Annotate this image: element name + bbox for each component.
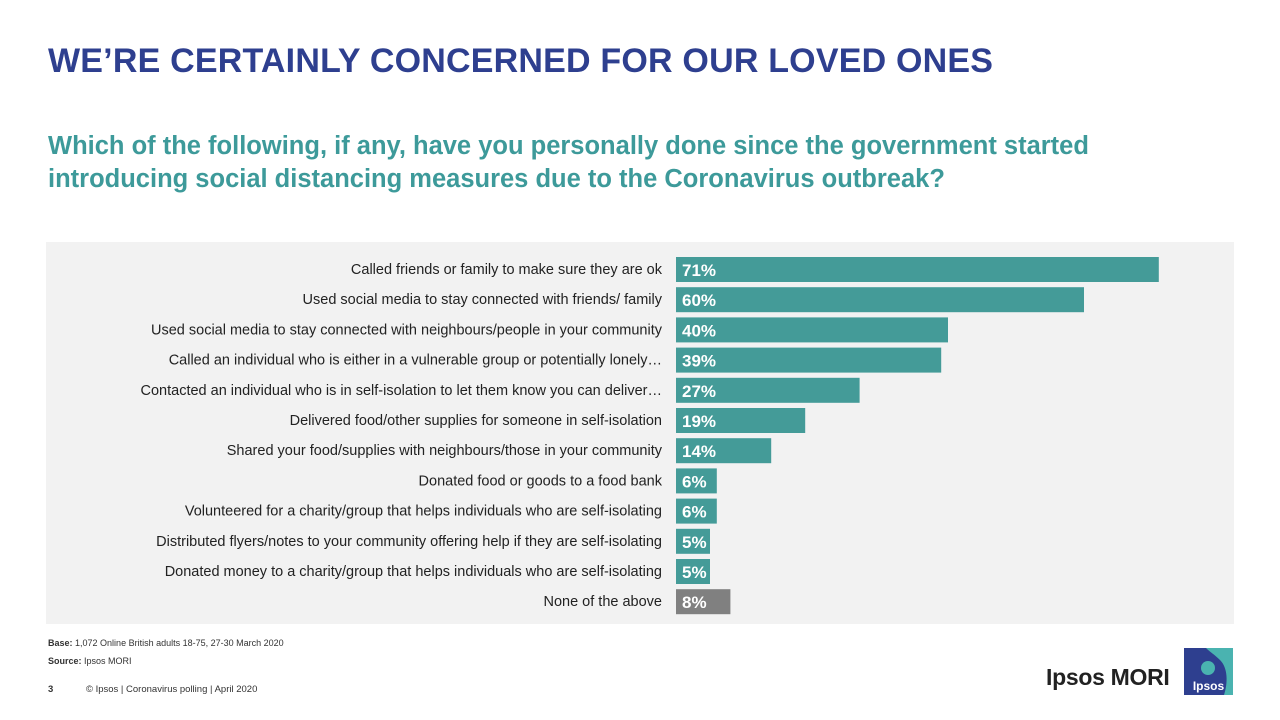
value-label: 40% [682, 321, 716, 340]
bar [676, 498, 717, 524]
category-label: Used social media to stay connected with… [303, 292, 663, 308]
bar [676, 408, 806, 433]
base-label: Base: [48, 638, 73, 648]
footer: 3 © Ipsos | Coronavirus polling | April … [48, 684, 257, 695]
category-label: Shared your food/supplies with neighbour… [227, 443, 663, 459]
bar [676, 438, 772, 464]
question-subtitle: Which of the following, if any, have you… [48, 132, 1089, 193]
bar [676, 317, 948, 343]
value-label: 27% [682, 382, 716, 401]
value-label: 71% [682, 261, 716, 280]
value-label: 5% [682, 533, 707, 552]
bar [676, 287, 1084, 313]
value-label: 19% [682, 412, 716, 431]
bar [676, 377, 860, 403]
source-text: Ipsos MORI [84, 656, 132, 666]
value-label: 60% [682, 291, 716, 310]
bar [676, 257, 1159, 282]
bar [676, 528, 710, 554]
base-note: Base: 1,072 Online British adults 18-75,… [48, 638, 284, 648]
category-label: Distributed flyers/notes to your communi… [156, 534, 662, 550]
page-title: WE’RE CERTAINLY CONCERNED FOR OUR LOVED … [48, 42, 994, 80]
value-label: 14% [682, 442, 716, 461]
source-note: Source: Ipsos MORI [48, 656, 132, 666]
bar [676, 347, 942, 373]
value-label: 6% [682, 472, 707, 491]
ipsos-logo: Ipsos [1184, 648, 1233, 695]
category-label: Contacted an individual who is in self-i… [141, 383, 662, 399]
logo-text: Ipsos [1193, 679, 1225, 693]
footer-text: © Ipsos | Coronavirus polling | April 20… [85, 684, 258, 695]
brand-name: Ipsos MORI [1046, 664, 1170, 690]
category-label: Donated food or goods to a food bank [419, 473, 663, 489]
bar [676, 589, 731, 615]
category-label: Called friends or family to make sure th… [351, 262, 663, 278]
category-label: Volunteered for a charity/group that hel… [185, 504, 662, 520]
base-text: 1,072 Online British adults 18-75, 27-30… [75, 638, 284, 648]
value-label: 6% [682, 503, 707, 522]
category-label: None of the above [543, 594, 662, 610]
page-number: 3 [48, 684, 54, 695]
category-label: Used social media to stay connected with… [151, 322, 663, 338]
bar [676, 468, 717, 494]
value-label: 5% [682, 563, 707, 582]
value-label: 8% [682, 593, 707, 612]
category-label: Called an individual who is either in a … [169, 353, 662, 369]
bar [676, 559, 710, 584]
chart-panel: Called friends or family to make sure th… [46, 242, 1234, 624]
bar-chart: Called friends or family to make sure th… [141, 257, 1159, 615]
category-label: Delivered food/other supplies for someon… [290, 413, 662, 429]
category-label: Donated money to a charity/group that he… [165, 564, 662, 580]
source-label: Source: [48, 656, 82, 666]
value-label: 39% [682, 352, 716, 371]
